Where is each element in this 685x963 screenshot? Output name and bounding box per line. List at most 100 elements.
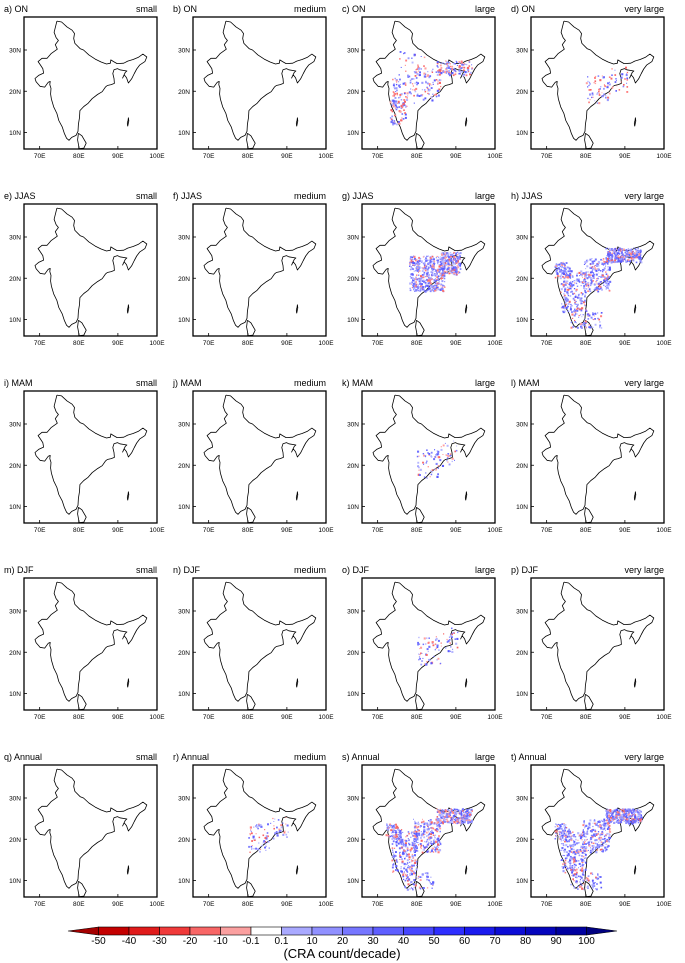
- trend-pixel: [555, 835, 557, 838]
- trend-pixel: [413, 864, 415, 867]
- india-outline: [203, 20, 317, 141]
- trend-pixel: [406, 853, 408, 855]
- trend-pixel: [445, 259, 447, 261]
- trend-pixel: [425, 845, 428, 848]
- trend-pixel: [399, 78, 401, 81]
- trend-pixel: [432, 851, 435, 853]
- trend-pixel: [582, 841, 584, 843]
- trend-pixel: [574, 869, 577, 872]
- trend-pixel: [425, 663, 427, 665]
- trend-pixel: [626, 820, 629, 822]
- trend-pixel: [454, 810, 456, 813]
- trend-pixel: [604, 85, 607, 88]
- trend-pixel: [432, 261, 435, 263]
- trend-pixel: [634, 816, 637, 819]
- trend-pixel: [596, 287, 599, 290]
- trend-pixel: [427, 836, 430, 839]
- trend-pixel: [431, 265, 434, 268]
- trend-pixel: [251, 848, 253, 850]
- trend-pixel: [567, 292, 569, 295]
- trend-pixel: [422, 256, 424, 258]
- trend-pixel: [600, 281, 602, 283]
- trend-pixel: [576, 308, 578, 311]
- trend-pixel: [575, 859, 578, 862]
- trend-pixel: [458, 72, 460, 75]
- trend-pixel: [574, 296, 577, 298]
- trend-pixel: [433, 458, 436, 461]
- trend-pixel: [443, 285, 445, 287]
- trend-pixel: [430, 876, 432, 878]
- trend-pixel: [589, 271, 592, 274]
- lon-tick-label: 90E: [112, 153, 124, 160]
- trend-pixel: [440, 448, 443, 451]
- trend-pixel: [581, 859, 584, 862]
- trend-pixel: [605, 286, 608, 289]
- trend-pixel: [458, 70, 460, 72]
- lon-tick-label: 70E: [541, 714, 553, 721]
- andaman-islands-outline: [633, 678, 637, 688]
- trend-pixel: [568, 267, 571, 270]
- trend-pixel: [459, 258, 461, 260]
- trend-pixel: [277, 831, 279, 834]
- map-frame: [361, 577, 496, 711]
- trend-pixel: [597, 312, 599, 314]
- trend-pixel: [583, 289, 585, 291]
- trend-pixel: [617, 252, 620, 255]
- trend-pixel: [442, 290, 444, 292]
- trend-pixel: [433, 94, 436, 96]
- trend-pixel: [404, 82, 407, 84]
- trend-pixel: [569, 859, 572, 862]
- trend-pixel: [424, 663, 426, 665]
- trend-pixel: [601, 850, 603, 853]
- trend-pixel: [454, 269, 457, 272]
- trend-pixel: [437, 657, 440, 660]
- sri-lanka-outline: [584, 693, 594, 711]
- trend-pixel: [622, 254, 625, 257]
- trend-pixel: [264, 841, 267, 843]
- trend-pixel: [590, 316, 593, 319]
- trend-pixel: [610, 253, 613, 256]
- trend-pixel: [616, 255, 618, 257]
- trend-pixel: [402, 103, 405, 106]
- trend-pixel: [394, 100, 396, 103]
- trend-pixel: [395, 859, 398, 861]
- panel-label: k) MAM: [342, 378, 373, 388]
- trend-pixel: [437, 467, 439, 469]
- trend-pixel: [609, 819, 611, 820]
- trend-pixel: [256, 824, 258, 825]
- colorbar-swatch: [220, 926, 252, 936]
- trend-pixel: [402, 82, 405, 85]
- trend-pixel: [419, 71, 421, 74]
- trend-pixel: [598, 102, 601, 105]
- trend-pixel: [590, 89, 592, 91]
- trend-pixel: [456, 646, 459, 649]
- lon-tick-label: 100E: [318, 153, 334, 160]
- trend-pixel: [437, 268, 439, 271]
- trend-pixel: [396, 825, 399, 828]
- trend-pixel: [454, 459, 455, 461]
- trend-pixel: [628, 822, 631, 825]
- trend-pixel: [583, 287, 585, 289]
- trend-pixel: [405, 836, 407, 838]
- trend-pixel: [567, 270, 570, 273]
- trend-pixel: [440, 275, 443, 278]
- lon-tick-label: 100E: [149, 153, 165, 160]
- colorbar-tick-label: 10: [306, 936, 318, 947]
- trend-pixel: [565, 269, 567, 271]
- trend-pixel: [582, 277, 583, 278]
- trend-pixel: [563, 285, 565, 288]
- trend-pixel: [457, 251, 459, 253]
- trend-pixel: [568, 830, 570, 832]
- trend-pixel: [416, 864, 418, 866]
- colorbar-swatch: [98, 926, 130, 936]
- trend-pixel: [448, 272, 451, 275]
- trend-pixel: [417, 821, 419, 823]
- trend-pixel: [433, 258, 435, 261]
- trend-pixel: [457, 262, 459, 264]
- trend-pixel: [399, 94, 402, 96]
- trend-pixel: [282, 833, 285, 836]
- lat-tick-label: 20N: [347, 837, 359, 844]
- trend-pixel: [453, 815, 455, 817]
- trend-pixel: [570, 283, 573, 285]
